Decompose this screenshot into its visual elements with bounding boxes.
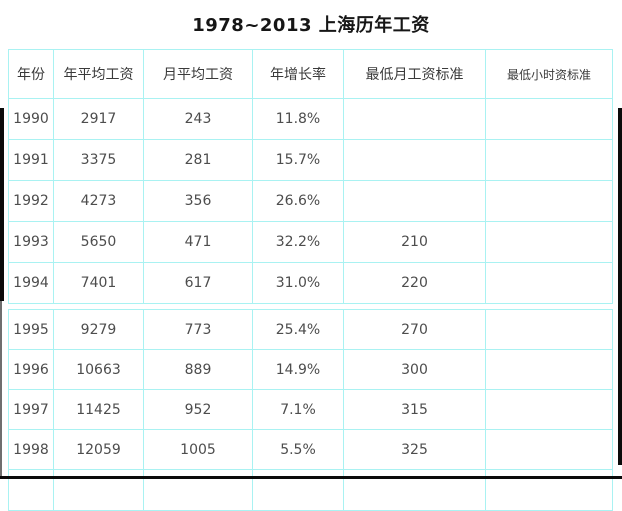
annual-average-wage-cell: 11425: [53, 389, 144, 430]
column-header-annual-average-wage: 年平均工资: [53, 49, 144, 99]
monthly-average-wage-cell: 773: [143, 309, 253, 350]
bottom-edge-bar: [0, 476, 622, 479]
year-cell: 1994: [8, 262, 54, 304]
min-monthly-wage-cell: 325: [343, 429, 486, 470]
column-header-year: 年份: [8, 49, 54, 99]
page-title: 1978~2013 上海历年工资: [192, 15, 430, 36]
annual-average-wage-cell: 5650: [53, 221, 144, 263]
annual-average-wage-cell: 3375: [53, 139, 144, 181]
annual-average-wage-cell: 7401: [53, 262, 144, 304]
year-cell: 1990: [8, 98, 54, 140]
column-header-monthly-average-wage: 月平均工资: [143, 49, 253, 99]
year-cell: 1992: [8, 180, 54, 222]
annual-growth-rate-cell: 32.2%: [252, 221, 344, 263]
annual-growth-rate-cell: 15.7%: [252, 139, 344, 181]
min-monthly-wage-cell: 270: [343, 309, 486, 350]
column-header-annual-growth-rate: 年增长率: [252, 49, 344, 99]
annual-growth-rate-cell: 7.1%: [252, 389, 344, 430]
year-cell: 1991: [8, 139, 54, 181]
table-row: 1993 5650 471 32.2% 210: [8, 221, 613, 263]
annual-growth-rate-cell: 26.6%: [252, 180, 344, 222]
annual-growth-rate-cell: 31.0%: [252, 262, 344, 304]
year-cell: 1996: [8, 349, 54, 390]
annual-growth-rate-cell: 25.4%: [252, 309, 344, 350]
table-row: 1996 10663 889 14.9% 300: [8, 349, 613, 390]
table-row: 1995 9279 773 25.4% 270: [8, 309, 613, 350]
right-edge-bar: [618, 108, 622, 465]
annual-average-wage-cell: 2917: [53, 98, 144, 140]
min-monthly-wage-cell: [343, 139, 486, 181]
annual-average-wage-cell: 4273: [53, 180, 144, 222]
min-monthly-wage-cell: 210: [343, 221, 486, 263]
min-hourly-wage-cell: [485, 309, 613, 350]
min-hourly-wage-cell: [485, 262, 613, 304]
table-header-row: 年份 年平均工资 月平均工资 年增长率 最低月工资标准 最低小时资标准: [8, 49, 613, 99]
table-row: 1991 3375 281 15.7%: [8, 139, 613, 181]
min-monthly-wage-cell: 220: [343, 262, 486, 304]
monthly-average-wage-cell: 952: [143, 389, 253, 430]
year-cell: 1997: [8, 389, 54, 430]
annual-growth-rate-cell: 5.5%: [252, 429, 344, 470]
annual-growth-rate-cell: 14.9%: [252, 349, 344, 390]
min-hourly-wage-cell: [485, 180, 613, 222]
min-monthly-wage-cell: [343, 180, 486, 222]
annual-average-wage-cell: 9279: [53, 309, 144, 350]
annual-average-wage-cell: 12059: [53, 429, 144, 470]
monthly-average-wage-cell: 471: [143, 221, 253, 263]
table-row: 1992 4273 356 26.6%: [8, 180, 613, 222]
wage-table-section-1: 年份 年平均工资 月平均工资 年增长率 最低月工资标准 最低小时资标准 1990 2917 24…: [8, 49, 613, 304]
annual-growth-rate-cell: 11.8%: [252, 98, 344, 140]
min-monthly-wage-cell: [343, 98, 486, 140]
column-header-min-monthly-wage: 最低月工资标准: [343, 49, 486, 99]
monthly-average-wage-cell: 356: [143, 180, 253, 222]
min-hourly-wage-cell: [485, 98, 613, 140]
left-edge-thin-bar: [0, 301, 2, 479]
wage-table-section-2: 1995 9279 773 25.4% 270 1996 10663 889 14.9% 300 1…: [8, 309, 613, 511]
table-row: 1997 11425 952 7.1% 315: [8, 389, 613, 430]
min-hourly-wage-cell: [485, 221, 613, 263]
monthly-average-wage-cell: 1005: [143, 429, 253, 470]
year-cell: 1993: [8, 221, 54, 263]
table-row: 1990 2917 243 11.8%: [8, 98, 613, 140]
monthly-average-wage-cell: 889: [143, 349, 253, 390]
min-hourly-wage-cell: [485, 429, 613, 470]
min-hourly-wage-cell: [485, 349, 613, 390]
year-cell: 1998: [8, 429, 54, 470]
year-cell: 1995: [8, 309, 54, 350]
min-hourly-wage-cell: [485, 389, 613, 430]
table-row: 1998 12059 1005 5.5% 325: [8, 429, 613, 470]
monthly-average-wage-cell: 617: [143, 262, 253, 304]
annual-average-wage-cell: 10663: [53, 349, 144, 390]
monthly-average-wage-cell: 243: [143, 98, 253, 140]
min-monthly-wage-cell: 315: [343, 389, 486, 430]
monthly-average-wage-cell: 281: [143, 139, 253, 181]
table-row: 1994 7401 617 31.0% 220: [8, 262, 613, 304]
left-edge-bar: [0, 108, 4, 301]
column-header-min-hourly-wage: 最低小时资标准: [485, 49, 613, 99]
min-hourly-wage-cell: [485, 139, 613, 181]
min-monthly-wage-cell: 300: [343, 349, 486, 390]
